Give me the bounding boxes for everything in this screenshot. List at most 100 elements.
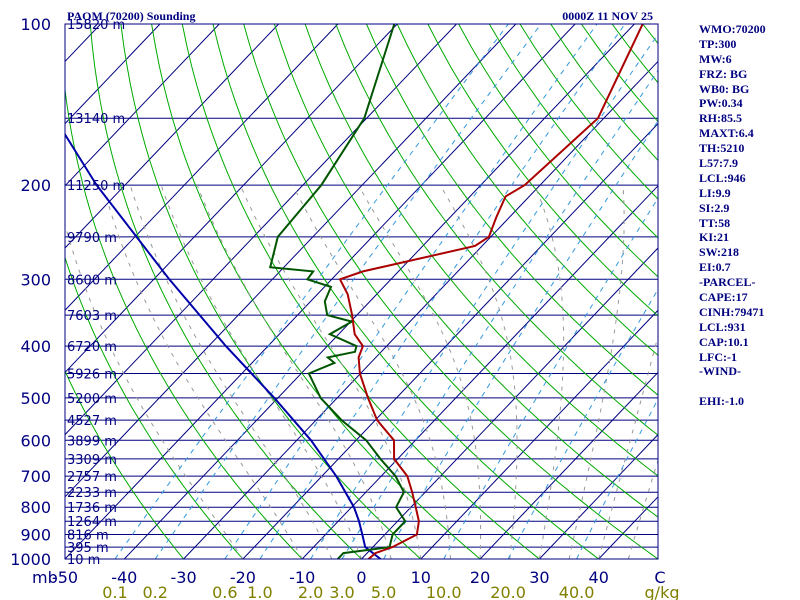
station-title: PAOM (70200) Sounding (67, 9, 195, 23)
mixing-ratio-tick-label: 20.0 (490, 583, 526, 600)
pressure-tick-label: 500 (20, 389, 51, 408)
moist-adiabat-line (65, 222, 244, 559)
isotherm-line (479, 371, 658, 559)
dry-adiabat-line (273, 24, 658, 518)
index-item: MW:6 (699, 51, 732, 66)
index-item: PW:0.34 (699, 96, 743, 111)
isotherm-line (65, 24, 576, 559)
moist-adiabat-line (568, 185, 625, 559)
pressure-tick-label: 900 (20, 526, 51, 545)
isotherm-line (65, 24, 457, 436)
mixing-ratio-line (259, 24, 626, 559)
mixing-ratio-tick-label: 0.1 (102, 583, 127, 600)
mixing-ratio-tick-label: 0.6 (212, 583, 237, 600)
mixing-ratio-lines (114, 24, 658, 559)
index-item: SW:218 (699, 245, 740, 260)
index-item: SI:2.9 (699, 200, 730, 215)
index-item: LCL:946 (699, 170, 746, 185)
index-item: RH:85.5 (699, 111, 742, 126)
mixing-ratio-line (154, 24, 542, 559)
isotherm-line (301, 185, 658, 559)
moist-adiabat-lines (65, 184, 658, 559)
moist-adiabat-line (160, 184, 362, 559)
mixing-ratio-line (383, 120, 658, 559)
height-label: 8600 m (67, 273, 117, 288)
dry-adiabat-line (243, 24, 658, 559)
dry-adiabat-line (304, 24, 658, 477)
mixing-ratio-line (507, 288, 658, 559)
index-item: -PARCEL- (699, 275, 756, 290)
dry-adiabat-line (120, 24, 422, 559)
temperature-tick-label: -40 (111, 568, 137, 587)
dry-adiabat-line (65, 255, 244, 559)
moist-adiabat-line (102, 184, 303, 559)
index-item: L57:7.9 (699, 156, 738, 171)
isobar-lines (65, 23, 658, 560)
height-label: 2233 m (67, 486, 117, 501)
temperature-tick-label: 20 (470, 568, 490, 587)
isotherm-line (65, 24, 398, 374)
temperature-tick-label: -50 (52, 568, 78, 587)
mixing-ratio-unit-label: g/kg (645, 583, 680, 600)
mixing-ratio-line (224, 24, 598, 559)
isotherm-line (123, 24, 635, 559)
stability-indices-panel: WMO:70200 TP:300 MW:6 FRZ: BG WB0: BG PW:0.34… (699, 22, 766, 409)
index-item: WB0: BG (699, 81, 750, 96)
height-label: 3309 m (67, 453, 117, 468)
isotherm-line (65, 24, 279, 249)
temperature-tick-label: -20 (230, 568, 256, 587)
height-label: 3899 m (67, 434, 117, 449)
mixing-ratio-tick-label: 3.0 (329, 583, 354, 600)
height-label: 4527 m (67, 414, 117, 429)
isotherm-line (65, 24, 339, 311)
height-label: 11250 m (67, 179, 125, 194)
mixing-ratio-tick-label: 2.0 (298, 583, 323, 600)
parcel-trace (65, 132, 382, 559)
height-label: 395 m (67, 541, 109, 556)
height-label: 816 m (67, 529, 109, 544)
valid-time: 0000Z 11 NOV 25 (562, 9, 653, 23)
temperature-tick-label: 30 (529, 568, 549, 587)
temperature-tick-label: 40 (589, 568, 609, 587)
mixing-ratio-tick-label: 10.0 (426, 583, 462, 600)
isotherm-lines (65, 24, 658, 559)
pressure-unit-label: mb (32, 568, 58, 587)
index-item: TH:5210 (699, 141, 745, 156)
moist-adiabat-line (534, 184, 565, 559)
height-label: 9790 m (67, 231, 117, 246)
dry-adiabat-line (427, 24, 658, 317)
index-item: FRZ: BG (699, 66, 748, 81)
index-item: EHI:-1.0 (699, 394, 744, 409)
index-item: LI:9.9 (699, 185, 731, 200)
height-label: 1264 m (67, 515, 117, 530)
height-label: 1736 m (67, 501, 117, 516)
mixing-ratio-tick-label: 5.0 (371, 583, 396, 600)
moist-adiabat-line (598, 333, 658, 559)
moist-adiabat-line (196, 184, 392, 559)
index-item: -WIND- (699, 364, 741, 379)
height-label: 10 m (67, 553, 100, 568)
index-item: MAXT:6.4 (699, 126, 754, 141)
moist-adiabat-line (292, 184, 451, 559)
dry-adiabat-line (335, 24, 658, 436)
pressure-tick-label: 600 (20, 431, 51, 450)
pressure-tick-label: 200 (20, 176, 51, 195)
temperature-tick-label: 10 (411, 568, 431, 587)
mixing-ratio-tick-label: 0.2 (142, 583, 167, 600)
height-label: 5926 m (67, 368, 117, 383)
height-label: 13140 m (67, 112, 125, 127)
mixing-ratio-line (310, 33, 658, 559)
isotherm-line (242, 122, 658, 559)
moist-adiabat-line (239, 184, 422, 559)
isotherm-line (539, 433, 658, 559)
index-item: LFC:-1 (699, 349, 737, 364)
temperature-tick-label: -10 (289, 568, 315, 587)
mixing-ratio-line (576, 397, 658, 559)
dry-adiabat-line (151, 24, 481, 559)
index-item (699, 379, 766, 394)
index-item: LCL:931 (699, 319, 746, 334)
index-item: EI:0.7 (699, 260, 731, 275)
index-item: TP:300 (699, 36, 737, 51)
